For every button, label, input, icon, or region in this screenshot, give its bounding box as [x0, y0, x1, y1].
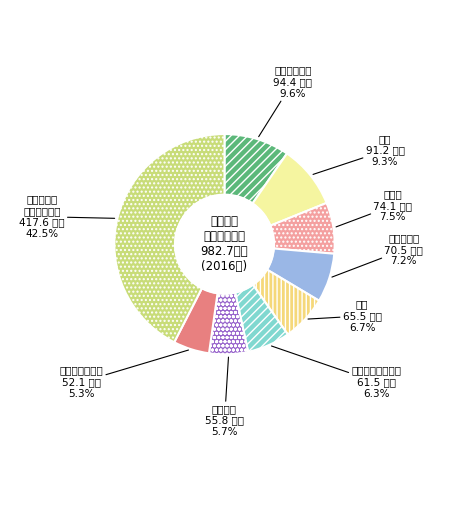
Text: 商業
91.2 兆円
9.3%: 商業 91.2 兆円 9.3% — [313, 134, 405, 174]
Wedge shape — [224, 134, 287, 204]
Text: 情報通信産業
94.4 兆円
9.6%: 情報通信産業 94.4 兆円 9.6% — [259, 66, 313, 137]
Text: 建設
65.5 兆円
6.7%: 建設 65.5 兆円 6.7% — [308, 299, 382, 332]
Wedge shape — [270, 203, 335, 254]
Wedge shape — [209, 293, 248, 355]
Wedge shape — [267, 248, 334, 300]
Text: その他産業
（上記以外）
417.6 兆円
42.5%: その他産業 （上記以外） 417.6 兆円 42.5% — [19, 194, 114, 239]
Circle shape — [175, 194, 274, 294]
Text: 不動産
74.1 兆円
7.5%: 不動産 74.1 兆円 7.5% — [336, 189, 412, 227]
Wedge shape — [253, 270, 319, 334]
Wedge shape — [235, 285, 288, 352]
Text: 医療・福祉
70.5 兆円
7.2%: 医療・福祉 70.5 兆円 7.2% — [332, 233, 423, 277]
Wedge shape — [253, 154, 326, 226]
Text: 対事業所サービス
61.5 兆円
6.3%: 対事業所サービス 61.5 兆円 6.3% — [272, 346, 401, 398]
Text: 輸送機械
55.8 兆円
5.7%: 輸送機械 55.8 兆円 5.7% — [205, 357, 244, 437]
Text: 全産業の
名目市場規模
982.7兆円
(2016年): 全産業の 名目市場規模 982.7兆円 (2016年) — [201, 215, 248, 273]
Wedge shape — [174, 288, 217, 353]
Text: 対個人サービス
52.1 兆円
5.3%: 対個人サービス 52.1 兆円 5.3% — [60, 350, 189, 398]
Wedge shape — [114, 134, 224, 342]
